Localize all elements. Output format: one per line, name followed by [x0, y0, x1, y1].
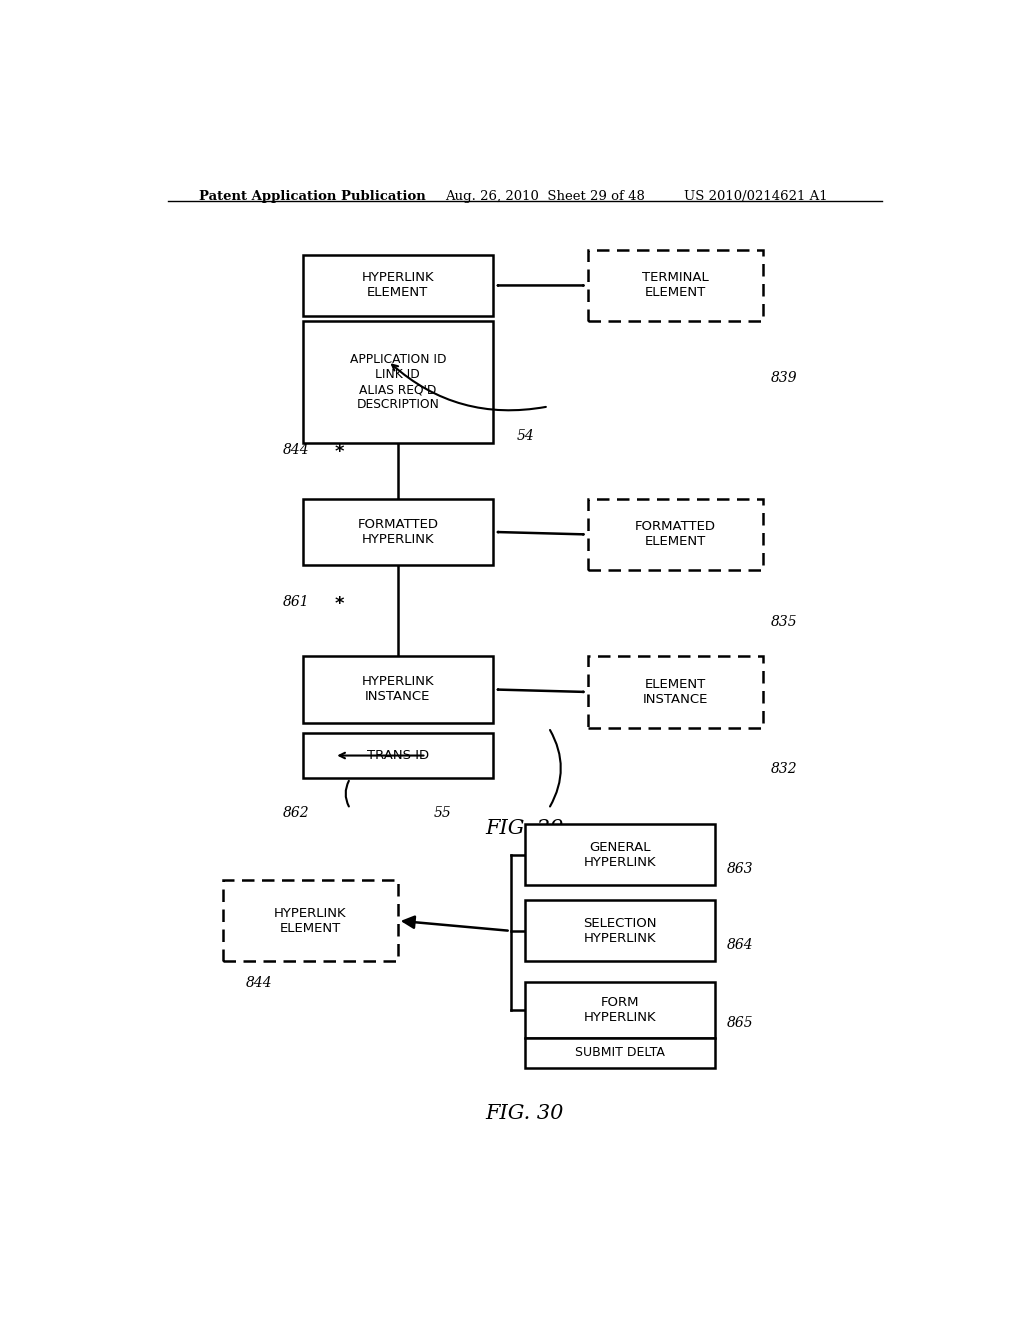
Text: 865: 865	[727, 1016, 754, 1031]
Text: 832: 832	[771, 763, 798, 776]
Text: 835: 835	[771, 615, 798, 628]
Text: HYPERLINK
ELEMENT: HYPERLINK ELEMENT	[361, 272, 434, 300]
Text: 54: 54	[517, 429, 535, 444]
Text: *: *	[334, 444, 344, 461]
Text: 844: 844	[246, 975, 272, 990]
FancyBboxPatch shape	[524, 900, 715, 961]
FancyBboxPatch shape	[524, 1038, 715, 1068]
Text: APPLICATION ID
LINK ID
ALIAS REQ'D
DESCRIPTION: APPLICATION ID LINK ID ALIAS REQ'D DESCR…	[349, 352, 446, 411]
FancyBboxPatch shape	[303, 656, 494, 722]
FancyBboxPatch shape	[303, 321, 494, 444]
FancyBboxPatch shape	[303, 733, 494, 779]
FancyBboxPatch shape	[303, 255, 494, 315]
Text: FIG. 29: FIG. 29	[485, 820, 564, 838]
Text: HYPERLINK
ELEMENT: HYPERLINK ELEMENT	[274, 907, 347, 935]
Text: 844: 844	[283, 444, 309, 457]
Text: FIG. 30: FIG. 30	[485, 1104, 564, 1123]
FancyBboxPatch shape	[303, 499, 494, 565]
Text: SELECTION
HYPERLINK: SELECTION HYPERLINK	[584, 917, 656, 945]
Text: 55: 55	[433, 805, 452, 820]
Text: 839: 839	[771, 371, 798, 385]
Text: 864: 864	[727, 939, 754, 952]
Text: Aug. 26, 2010  Sheet 29 of 48: Aug. 26, 2010 Sheet 29 of 48	[445, 190, 645, 203]
Text: Patent Application Publication: Patent Application Publication	[200, 190, 426, 203]
Text: FORMATTED
ELEMENT: FORMATTED ELEMENT	[635, 520, 716, 549]
Text: 863: 863	[727, 862, 754, 876]
FancyBboxPatch shape	[524, 824, 715, 886]
Text: TRANS ID: TRANS ID	[367, 748, 429, 762]
FancyBboxPatch shape	[588, 656, 763, 727]
Text: FORM
HYPERLINK: FORM HYPERLINK	[584, 995, 656, 1023]
Text: FORMATTED
HYPERLINK: FORMATTED HYPERLINK	[357, 517, 438, 546]
Text: 861: 861	[283, 595, 309, 610]
Text: SUBMIT DELTA: SUBMIT DELTA	[575, 1047, 665, 1060]
FancyBboxPatch shape	[223, 880, 397, 961]
Text: ELEMENT
INSTANCE: ELEMENT INSTANCE	[643, 678, 709, 706]
Text: *: *	[334, 595, 344, 614]
FancyBboxPatch shape	[588, 499, 763, 570]
Text: 862: 862	[283, 805, 309, 820]
Text: TERMINAL
ELEMENT: TERMINAL ELEMENT	[642, 272, 709, 300]
FancyBboxPatch shape	[588, 249, 763, 321]
Text: US 2010/0214621 A1: US 2010/0214621 A1	[684, 190, 827, 203]
FancyBboxPatch shape	[524, 982, 715, 1038]
Text: GENERAL
HYPERLINK: GENERAL HYPERLINK	[584, 841, 656, 869]
Text: HYPERLINK
INSTANCE: HYPERLINK INSTANCE	[361, 676, 434, 704]
